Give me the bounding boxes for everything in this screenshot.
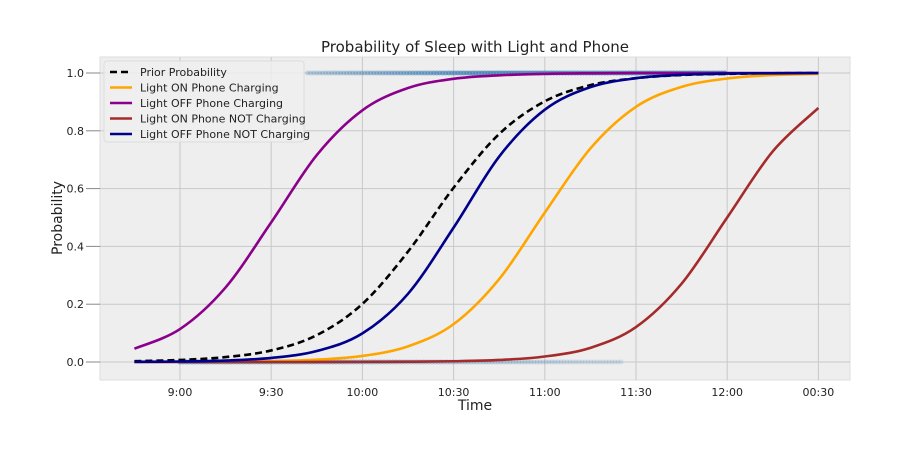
observation-point xyxy=(528,359,534,365)
observation-point xyxy=(374,70,380,76)
observation-point xyxy=(513,359,519,365)
observation-point xyxy=(522,359,528,365)
observation-point xyxy=(353,70,359,76)
x-tick-label: 12:00 xyxy=(711,386,743,399)
observation-point xyxy=(600,359,606,365)
observation-point xyxy=(567,359,573,365)
observation-point xyxy=(371,70,377,76)
observation-point xyxy=(558,359,564,365)
observation-point xyxy=(314,70,320,76)
observation-point xyxy=(335,70,341,76)
observation-point xyxy=(603,359,609,365)
observation-point xyxy=(591,359,597,365)
observation-point xyxy=(609,359,615,365)
observation-point xyxy=(305,70,311,76)
x-tick-label: 10:00 xyxy=(347,386,379,399)
observation-point xyxy=(585,359,591,365)
observation-point xyxy=(534,359,540,365)
observation-point xyxy=(537,359,543,365)
observation-point xyxy=(540,359,546,365)
y-tick-label: 0.8 xyxy=(67,125,85,138)
observation-point xyxy=(329,70,335,76)
observation-point xyxy=(341,70,347,76)
x-tick-label: 11:00 xyxy=(529,386,561,399)
series-line-4 xyxy=(134,71,819,364)
observation-point xyxy=(564,359,570,365)
legend-box xyxy=(103,60,305,143)
x-tick-label: 00:30 xyxy=(803,386,835,399)
observation-point xyxy=(326,70,332,76)
observation-point xyxy=(516,359,522,365)
observation-point xyxy=(579,359,585,365)
observation-point xyxy=(311,70,317,76)
x-axis-label: Time xyxy=(457,398,492,414)
observation-point xyxy=(519,359,525,365)
observation-point xyxy=(555,359,561,365)
observation-point xyxy=(317,70,323,76)
y-tick-label: 0.0 xyxy=(67,356,85,369)
observation-point xyxy=(570,359,576,365)
y-tick-label: 0.6 xyxy=(67,183,85,196)
observation-point xyxy=(573,359,579,365)
observation-point xyxy=(338,70,344,76)
observation-point xyxy=(582,359,588,365)
series-lines xyxy=(133,71,820,364)
series-line-3 xyxy=(134,107,820,364)
observation-point xyxy=(359,70,365,76)
chart-title: Probability of Sleep with Light and Phon… xyxy=(321,38,629,56)
observation-point xyxy=(308,70,314,76)
legend-label: Light ON Phone NOT Charging xyxy=(140,113,306,126)
observation-point xyxy=(549,359,555,365)
observation-point xyxy=(618,359,624,365)
legend: Prior Probability Light ON Phone Charging… xyxy=(103,60,310,143)
x-tick-labels: 9:00 9:30 10:00 10:30 11:00 11:30 12:00 00:30 xyxy=(168,386,835,399)
y-tick-labels: 0.0 0.2 0.4 0.6 0.8 1.0 xyxy=(67,67,85,369)
observation-point xyxy=(386,70,392,76)
y-tick-label: 0.2 xyxy=(67,298,85,311)
observation-point xyxy=(552,359,558,365)
observation-point xyxy=(347,70,353,76)
observation-point xyxy=(561,359,567,365)
legend-label: Light ON Phone Charging xyxy=(140,82,279,95)
observation-point xyxy=(543,359,549,365)
observation-point xyxy=(332,70,338,76)
observation-point xyxy=(576,359,582,365)
legend-label: Prior Probability xyxy=(140,66,227,79)
observation-point xyxy=(389,70,395,76)
observation-point xyxy=(323,70,329,76)
legend-label: Light OFF Phone NOT Charging xyxy=(140,128,310,141)
observation-point xyxy=(362,70,368,76)
x-tick-label: 10:30 xyxy=(438,386,470,399)
y-tick-label: 1.0 xyxy=(67,67,85,80)
observation-point xyxy=(594,359,600,365)
observation-point xyxy=(350,70,356,76)
observation-point xyxy=(380,70,386,76)
observation-point xyxy=(320,70,326,76)
observation-point xyxy=(606,359,612,365)
observation-point xyxy=(546,359,552,365)
observation-point xyxy=(612,359,618,365)
observation-point xyxy=(510,359,516,365)
observation-point xyxy=(588,359,594,365)
y-tick-label: 0.4 xyxy=(67,240,85,253)
observation-point xyxy=(377,70,383,76)
observation-point xyxy=(531,359,537,365)
observation-point xyxy=(615,359,621,365)
observation-point xyxy=(383,70,389,76)
y-axis-label: Probability xyxy=(50,181,66,255)
x-tick-label: 9:30 xyxy=(259,386,284,399)
observation-point xyxy=(365,70,371,76)
observation-point xyxy=(344,70,350,76)
observation-point xyxy=(368,70,374,76)
observation-point xyxy=(597,359,603,365)
observation-point xyxy=(525,359,531,365)
x-tick-label: 9:00 xyxy=(168,386,193,399)
x-tick-label: 11:30 xyxy=(620,386,652,399)
legend-label: Light OFF Phone Charging xyxy=(140,97,283,110)
observation-point xyxy=(356,70,362,76)
